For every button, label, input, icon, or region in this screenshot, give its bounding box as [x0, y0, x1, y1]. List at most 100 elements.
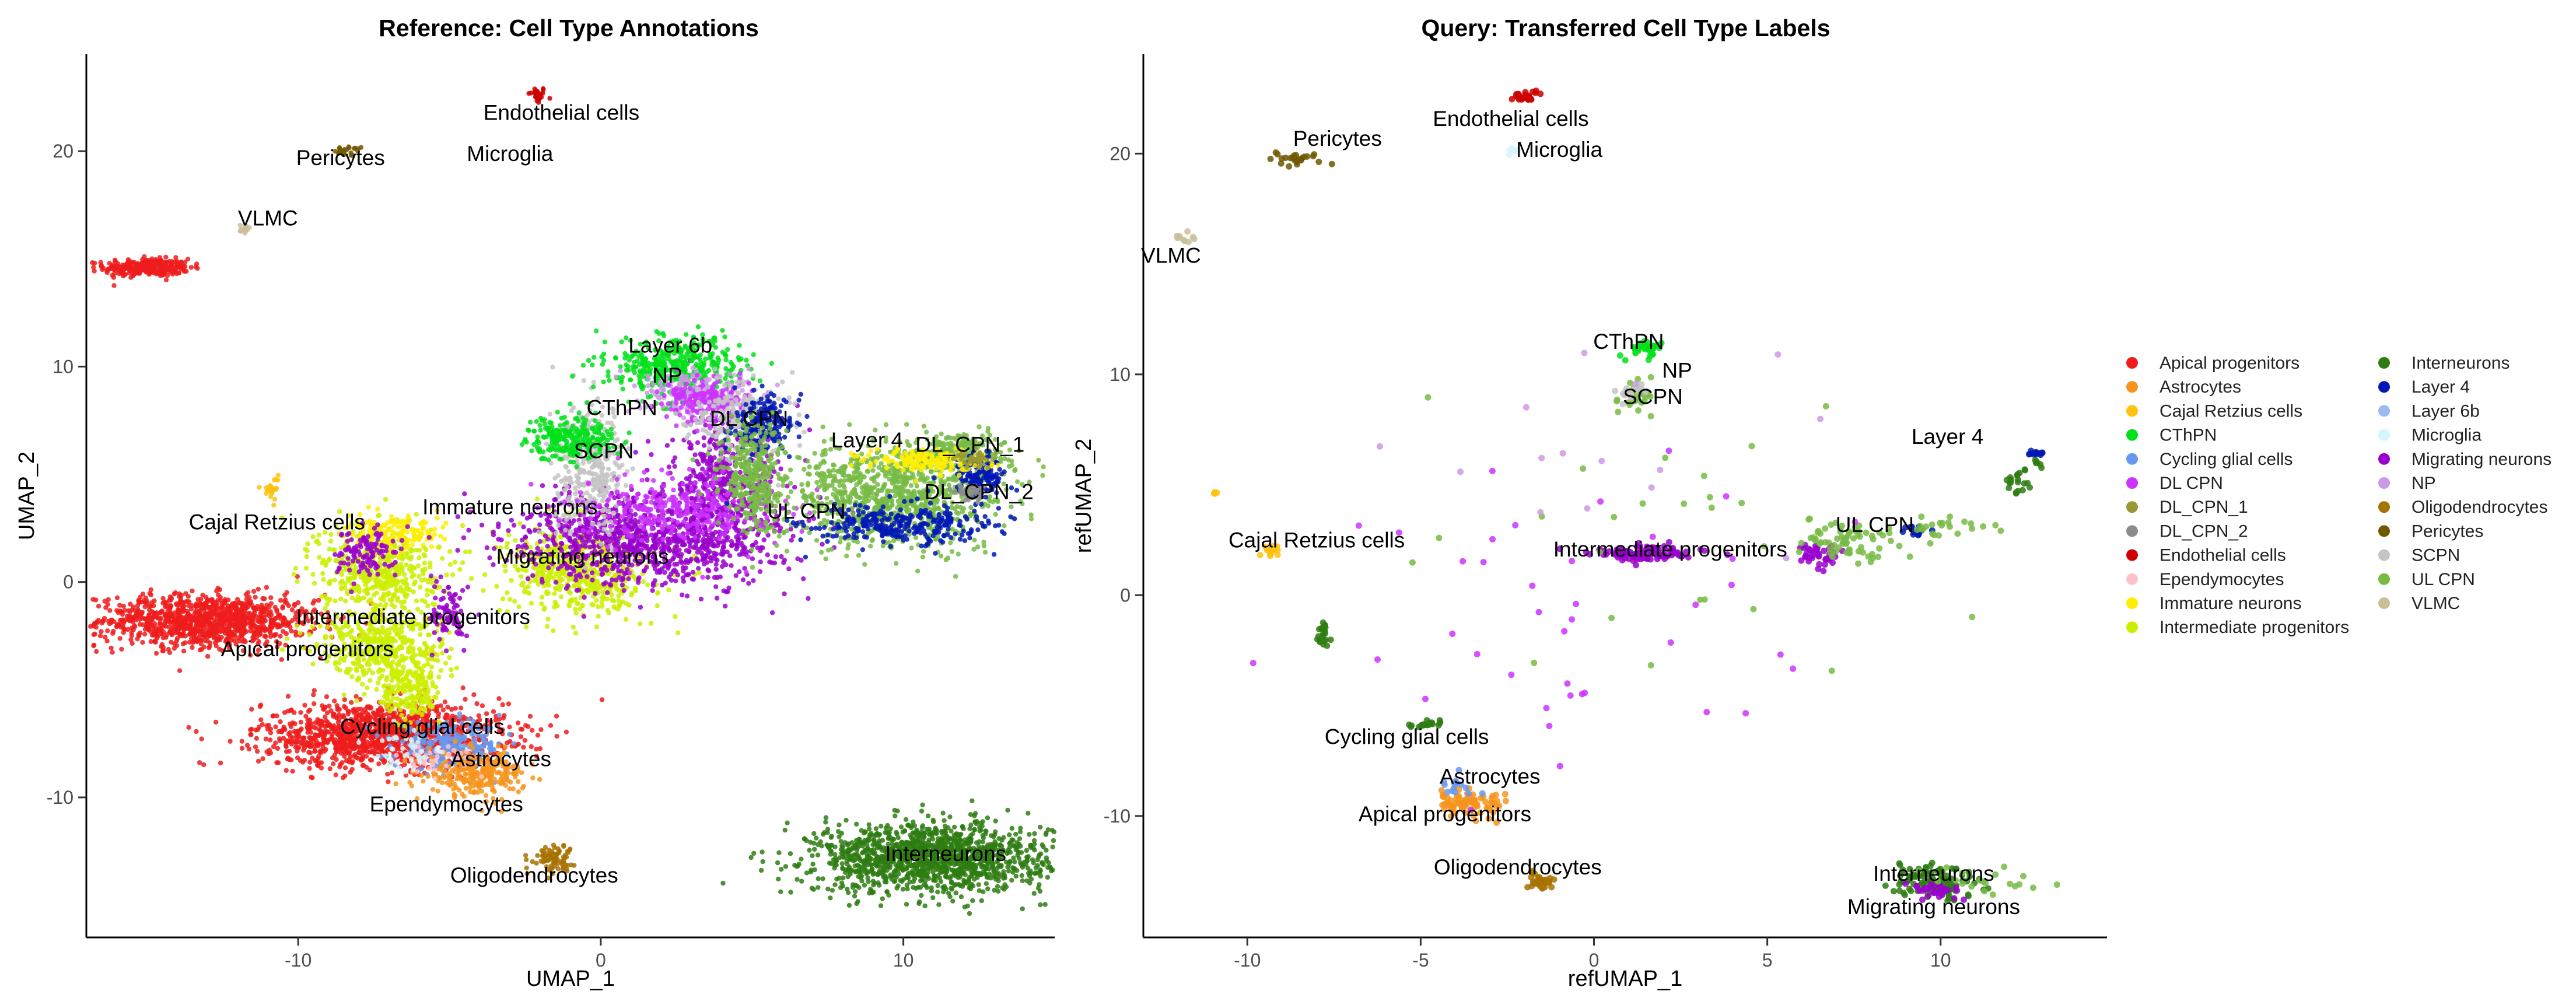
point-interneurons [866, 826, 872, 832]
point-vlmc [242, 230, 248, 236]
point-apical-progenitors [376, 761, 382, 766]
point-interneurons [867, 832, 873, 838]
point-apical-progenitors [88, 624, 93, 629]
point-apical-progenitors [185, 613, 190, 618]
point-interneurons [950, 898, 956, 904]
point-interneurons [917, 899, 922, 905]
point-apical-progenitors [234, 628, 240, 634]
point-apical-progenitors [292, 729, 297, 734]
point-apical-progenitors [202, 638, 208, 643]
point-apical-progenitors [121, 604, 126, 609]
point-apical-progenitors [333, 772, 338, 778]
point-apical-progenitors [199, 646, 204, 652]
point-apical-progenitors [324, 694, 330, 699]
point-apical-progenitors [458, 705, 464, 710]
point-interneurons [1050, 844, 1055, 850]
point-apical-progenitors [342, 739, 348, 745]
point-interneurons [1024, 878, 1030, 884]
point-apical-progenitors [235, 597, 240, 602]
point-interneurons [976, 882, 981, 887]
point-apical-progenitors [341, 704, 347, 709]
point-apical-progenitors [159, 642, 165, 648]
point-interneurons [850, 846, 856, 851]
point-apical-progenitors [188, 606, 194, 612]
point-interneurons [866, 879, 871, 884]
point-interneurons [1044, 855, 1049, 860]
point-apical-progenitors [310, 736, 316, 741]
point-apical-progenitors [325, 610, 331, 615]
point-apical-progenitors [463, 696, 468, 702]
point-apical-progenitors [207, 623, 212, 629]
point-apical-progenitors [218, 598, 223, 603]
point-interneurons [862, 883, 867, 888]
point-apical-progenitors [272, 615, 278, 621]
point-astrocytes [467, 785, 473, 790]
point-apical-progenitors [192, 626, 197, 632]
point-interneurons [932, 873, 937, 879]
point-apical-progenitors [255, 618, 260, 624]
point-apical-progenitors [258, 717, 264, 723]
point-interneurons [935, 890, 940, 895]
point-interneurons [862, 860, 867, 866]
point-interneurons [971, 877, 977, 882]
point-apical-progenitors [153, 271, 159, 276]
point-interneurons [930, 836, 936, 842]
point-cycling-glial-cells [512, 741, 517, 747]
point-apical-progenitors [350, 708, 356, 713]
point-apical-progenitors [350, 744, 355, 750]
point-interneurons [944, 834, 950, 839]
point-interneurons [926, 828, 932, 834]
point-apical-progenitors [268, 630, 273, 636]
point-intermediate-progenitors [305, 541, 310, 547]
point-apical-progenitors [147, 591, 152, 596]
point-apical-progenitors [198, 637, 203, 642]
point-apical-progenitors [205, 653, 211, 659]
point-interneurons [862, 868, 867, 873]
point-apical-progenitors [283, 642, 288, 648]
point-interneurons [1051, 838, 1056, 844]
point-apical-progenitors [208, 610, 214, 616]
point-apical-progenitors [363, 621, 369, 626]
point-interneurons [884, 880, 889, 885]
point-cajal-retzius-cells [271, 502, 276, 508]
point-apical-progenitors [344, 748, 349, 754]
point-interneurons [1011, 855, 1016, 860]
point-interneurons [943, 865, 949, 871]
point-apical-progenitors [128, 275, 134, 280]
point-apical-progenitors [327, 704, 332, 709]
point-interneurons [876, 841, 882, 846]
point-interneurons [953, 890, 959, 895]
point-oligodendrocytes [535, 853, 540, 858]
point-interneurons [985, 815, 991, 821]
point-apical-progenitors [152, 621, 158, 626]
point-apical-progenitors [222, 597, 228, 602]
point-ependymocytes [432, 776, 438, 781]
point-interneurons [968, 836, 974, 842]
point-interneurons [776, 876, 781, 882]
point-apical-progenitors [253, 594, 258, 600]
point-interneurons [922, 903, 928, 909]
point-apical-progenitors [202, 606, 207, 611]
point-interneurons [1007, 840, 1013, 845]
point-apical-progenitors [227, 622, 232, 627]
point-pericytes [337, 145, 342, 150]
point-apical-progenitors [202, 620, 208, 625]
point-apical-progenitors [500, 702, 505, 708]
point-apical-progenitors [442, 699, 448, 705]
point-apical-progenitors [159, 264, 165, 270]
point-apical-progenitors [402, 762, 407, 767]
point-astrocytes [449, 773, 454, 779]
point-interneurons [810, 853, 815, 859]
point-interneurons [877, 832, 883, 837]
point-apical-progenitors [471, 692, 477, 698]
point-interneurons [984, 881, 989, 887]
point-interneurons [996, 836, 1002, 841]
point-apical-progenitors [240, 631, 246, 636]
point-apical-progenitors [195, 617, 201, 622]
point-apical-progenitors [267, 747, 272, 753]
point-interneurons [812, 846, 817, 852]
point-cajal-retzius-cells [275, 473, 281, 478]
point-interneurons [1045, 874, 1051, 880]
point-apical-progenitors [269, 612, 274, 618]
point-apical-progenitors [151, 603, 156, 608]
